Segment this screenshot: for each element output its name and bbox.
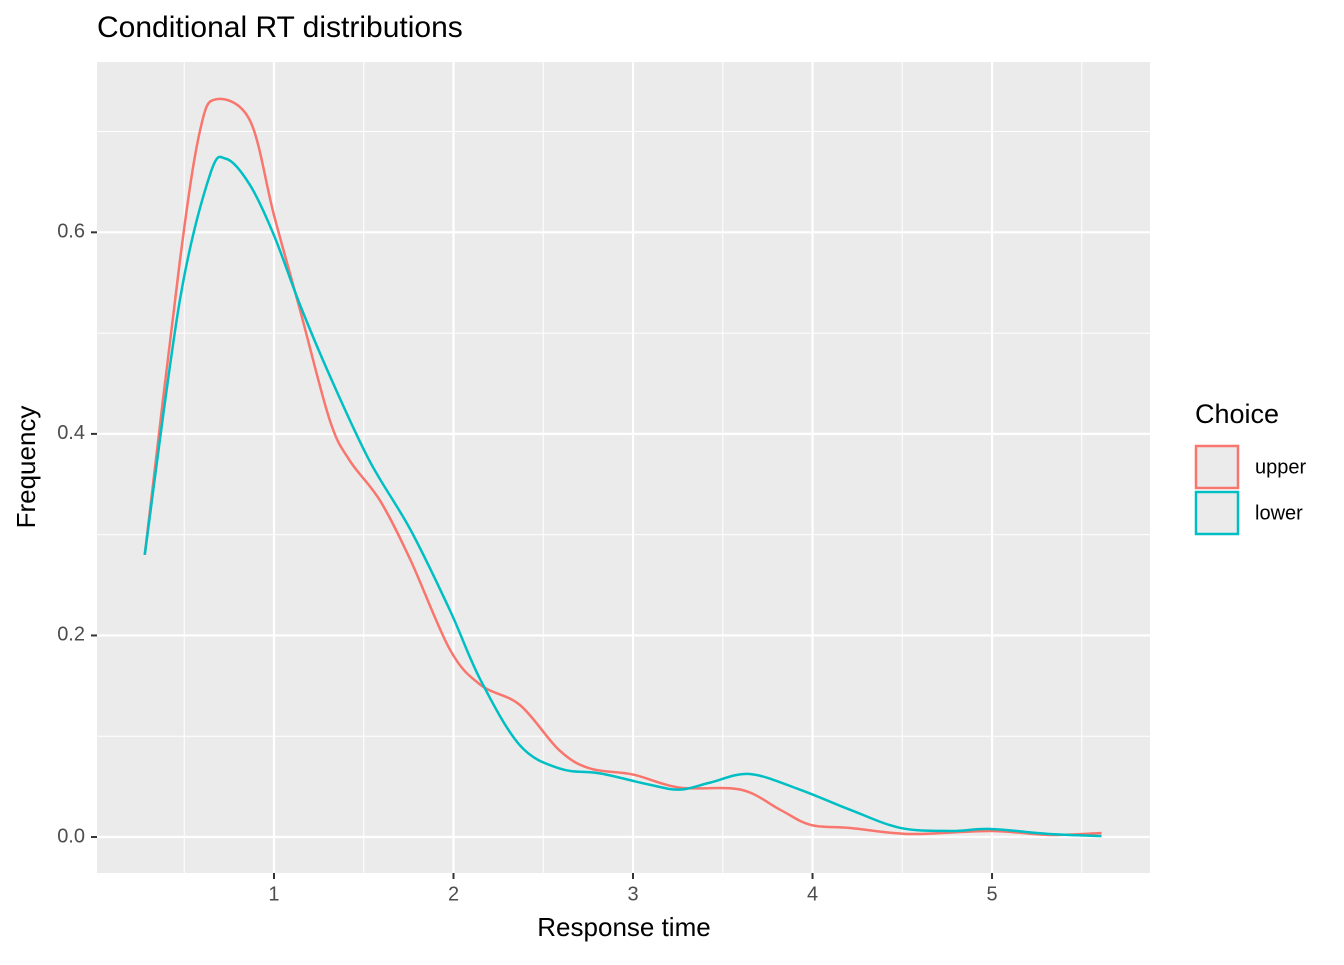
legend-key [1194,490,1240,536]
x-axis-title: Response time [537,912,710,942]
grid [97,62,1150,873]
density-line [143,97,1102,837]
y-tick-label: 0.4 [57,422,85,444]
y-axis-title: Frequency [11,406,41,529]
y-tick-label: 0.6 [57,221,85,243]
y-tick-label: 0.0 [57,825,85,847]
legend-label: lower [1255,502,1303,524]
legend-title: Choice [1195,399,1279,429]
panel [97,62,1150,873]
chart-title: Conditional RT distributions [97,11,463,44]
density-line [143,155,1102,838]
x-tick-label: 3 [627,883,638,905]
x-tick-label: 2 [448,883,459,905]
legend-key [1194,444,1240,490]
lines [143,97,1102,838]
legend-label: upper [1255,456,1306,478]
x-tick-label: 4 [807,883,818,905]
x-tick-label: 5 [986,883,997,905]
y-tick-label: 0.2 [57,624,85,646]
x-tick-label: 1 [268,883,279,905]
